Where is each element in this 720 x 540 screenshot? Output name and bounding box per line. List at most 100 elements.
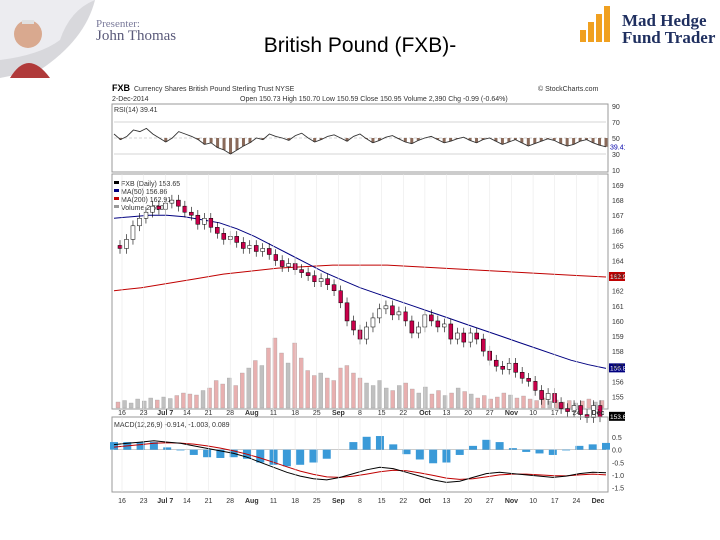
macd-histogram-bar (548, 449, 557, 455)
legend-entry: Volume 2,690 (121, 205, 164, 212)
macd-tick-label: 0.5 (612, 435, 622, 442)
x-tick-label: 25 (313, 410, 321, 417)
x-tick-label: 15 (378, 410, 386, 417)
candle-body (435, 320, 441, 328)
volume-bar (377, 380, 382, 409)
price-tick-label: 160 (612, 319, 624, 326)
volume-bar (495, 396, 500, 409)
volume-bar (246, 367, 251, 409)
logo-bars-icon (580, 6, 610, 42)
candle-body (396, 311, 402, 316)
x-tick-label: 20 (464, 410, 472, 417)
x-tick-label: 28 (226, 410, 234, 417)
x-tick-label: Jul 7 (157, 498, 173, 505)
candle-body (240, 242, 246, 249)
volume-bar (220, 383, 225, 409)
legend-entry: MA(50) 156.86 (121, 189, 167, 196)
volume-bar (181, 392, 186, 409)
volume-bar (115, 401, 121, 409)
candle-body (578, 405, 583, 415)
volume-bar (488, 398, 493, 409)
rsi-tick-label: 10 (612, 168, 620, 175)
price-tick-label: 155 (612, 394, 624, 401)
x-tick-label: 8 (358, 410, 362, 417)
macd-histogram-bar (389, 444, 398, 450)
x-tick-label: 17 (551, 498, 559, 505)
x-tick-label: Sep (332, 498, 345, 505)
volume-bar (207, 387, 212, 409)
macd-histogram-bar (136, 442, 145, 450)
x-tick-label: 14 (183, 498, 191, 505)
candle-body (169, 199, 175, 204)
x-tick-label: 24 (572, 410, 580, 417)
x-tick-label: 11 (270, 498, 277, 505)
macd-histogram-bar (602, 442, 610, 450)
macd-histogram-bar (349, 442, 358, 450)
candle-body (124, 239, 129, 249)
candle-body (247, 245, 252, 249)
volume-bar (338, 367, 343, 409)
candle-body (150, 205, 155, 213)
volume-bar (527, 398, 533, 409)
volume-bar (233, 385, 238, 409)
candle-body (390, 305, 395, 316)
price-tick-label: 165 (612, 243, 624, 250)
volume-bar (292, 342, 297, 409)
macd-histogram-bar (110, 442, 118, 450)
candle-body (571, 405, 577, 412)
legend-swatch (114, 205, 119, 208)
rsi-line (113, 127, 607, 155)
candle-body (202, 217, 207, 225)
candle-body (545, 393, 551, 400)
candle-body (351, 320, 356, 331)
volume-bar (298, 357, 304, 409)
candle-body (403, 311, 408, 322)
macd-histogram-bar (415, 449, 424, 460)
price-tick-label: 156 (612, 379, 624, 386)
volume-bar (161, 396, 166, 409)
presenter-name: John Thomas (96, 28, 177, 44)
volume-bar (325, 377, 330, 409)
candle-body (273, 254, 278, 261)
volume-bar (174, 395, 180, 409)
candle-body (215, 227, 220, 234)
candle-body (455, 332, 460, 340)
volume-bar (364, 382, 369, 409)
volume-bar (168, 398, 173, 409)
x-tick-label: 14 (183, 410, 191, 417)
volume-bar (194, 394, 199, 409)
candle-body (584, 414, 590, 418)
volume-bar (122, 400, 127, 409)
macd-histogram-bar (163, 447, 172, 450)
price-tick-label: 162 (612, 289, 624, 296)
volume-bar (135, 398, 140, 409)
price-tick-label: 158 (612, 349, 624, 356)
volume-bar (534, 400, 539, 409)
macd-histogram-bar (375, 436, 384, 450)
stock-chart: FXB Currency Shares British Pound Sterli… (80, 82, 630, 522)
legend-swatch (114, 189, 119, 192)
price-tick-label: 161 (612, 304, 624, 311)
volume-bar (344, 365, 350, 409)
macd-label: MACD(12,26,9) -0.914, -1.003, 0.089 (114, 422, 230, 429)
candle-body (429, 314, 434, 322)
volume-bar (312, 375, 317, 409)
macd-histogram-bar (189, 449, 198, 455)
volume-bar (253, 360, 258, 409)
chart-name: Currency Shares British Pound Sterling T… (134, 86, 295, 93)
volume-bar (469, 393, 474, 409)
x-tick-label: 10 (529, 498, 537, 505)
candle-body (442, 323, 447, 328)
chart-source: © StockCharts.com (538, 85, 599, 93)
x-tick-label: 8 (358, 498, 362, 505)
volume-bar (272, 337, 278, 409)
candle-body (279, 260, 285, 267)
price-tick-label: 164 (612, 259, 624, 266)
volume-bar (148, 397, 153, 409)
candle-body (137, 217, 142, 227)
candle-body (286, 263, 291, 267)
candle-body (506, 362, 512, 370)
macd-histogram-bar (508, 448, 517, 450)
candle-body (500, 365, 505, 370)
x-tick-label: 18 (291, 498, 299, 505)
